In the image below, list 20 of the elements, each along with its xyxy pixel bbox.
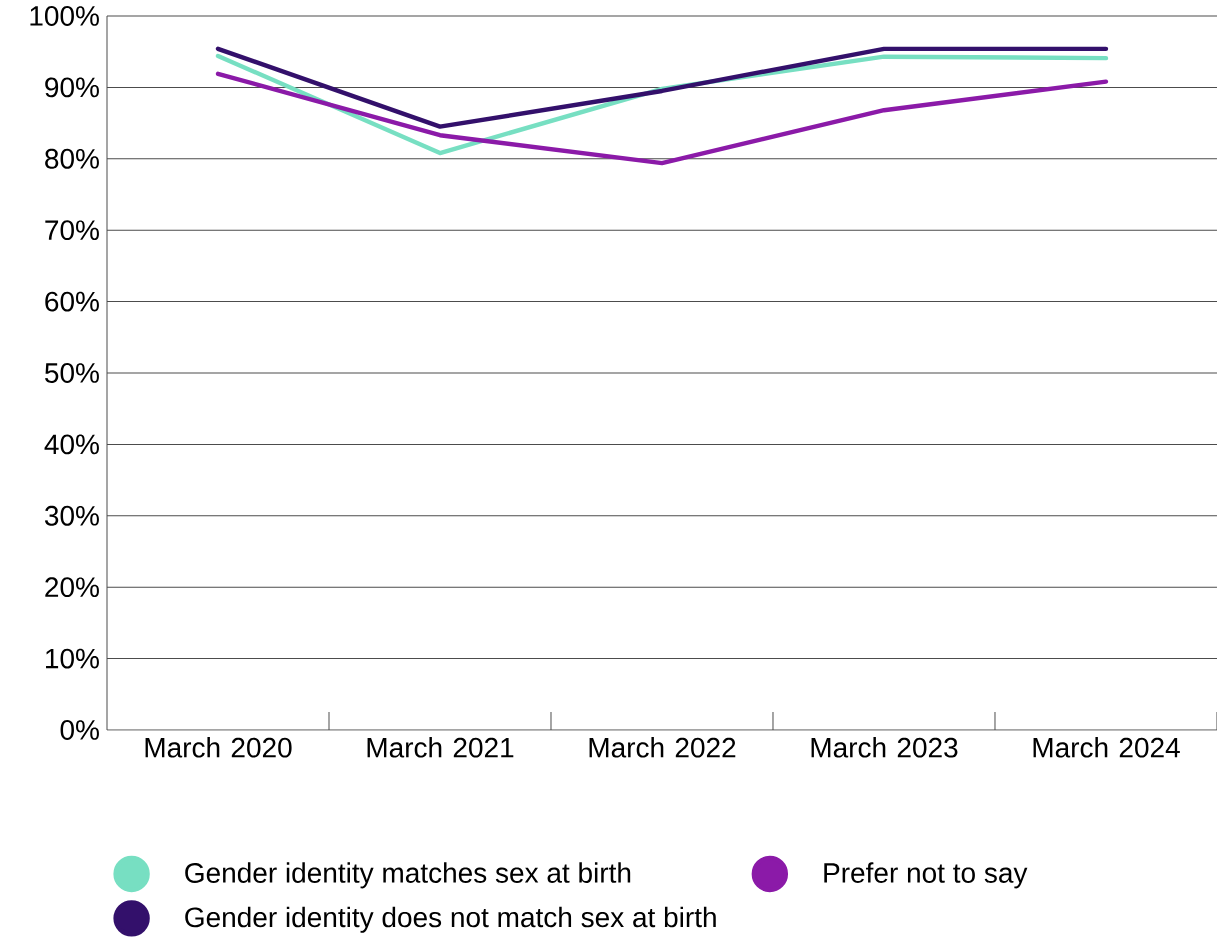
legend-label: Gender identity does not match sex at birth [185,906,716,933]
line-series [215,71,1109,166]
y-tick-label: 70% [45,220,99,241]
legend-label: Gender identity matches sex at birth [185,862,631,889]
y-tick-label: 30% [44,505,99,526]
y-tick-label: 80% [45,148,99,169]
y-tick-label: 100% [30,6,99,26]
x-tick-label: March 2024 [1033,737,1180,758]
x-tick-label: March 2023 [811,737,958,758]
y-tick-label: 60% [45,291,99,312]
y-tick-label: 20% [45,577,99,598]
y-tick-label: 50% [45,363,99,383]
x-tick-label: March 2021 [367,737,514,758]
y-tick-label: 10% [46,648,99,669]
y-tick-label: 90% [45,77,99,98]
legend-label: Prefer not to say [824,862,1028,889]
x-tick-label: March 2022 [589,737,736,758]
y-tick-label: 0% [60,720,99,740]
y-tick-label: 40% [44,434,99,455]
x-tick-label: March 2020 [145,737,292,758]
